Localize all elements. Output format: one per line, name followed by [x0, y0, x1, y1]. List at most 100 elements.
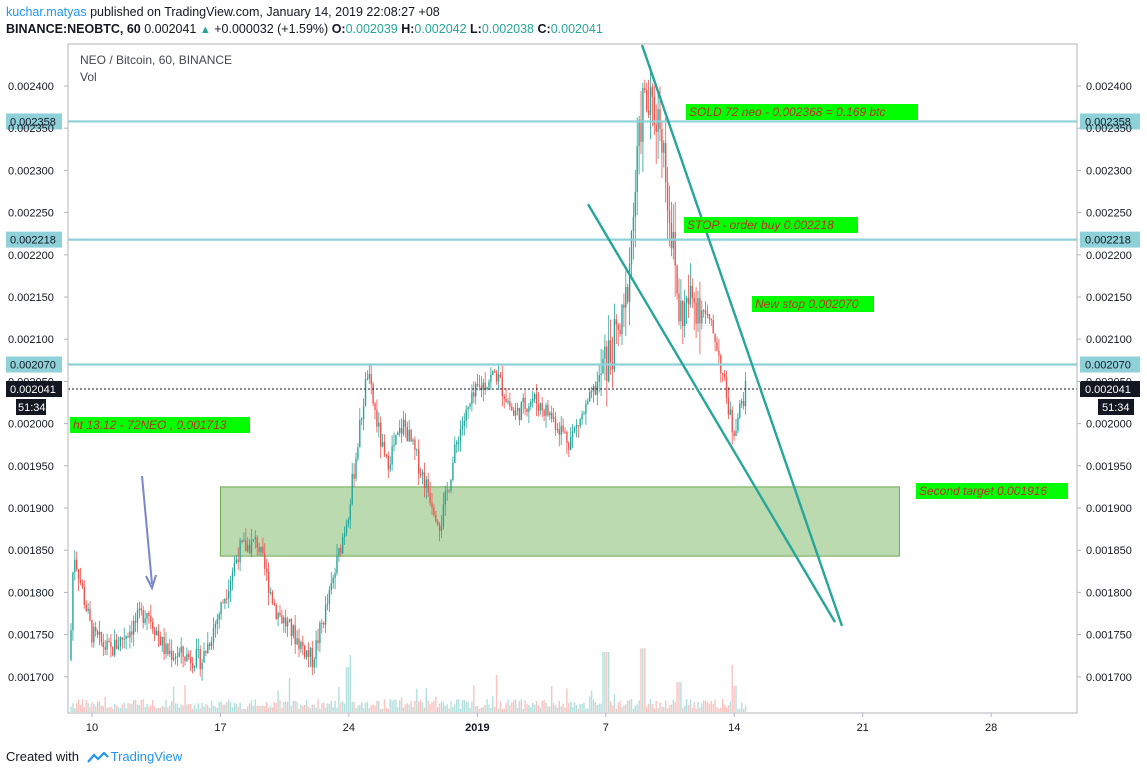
annotation-text: SOLD 72 neo - 0,002368 = 0,169 btc — [689, 105, 885, 119]
candle-body — [526, 408, 528, 413]
volume-bar — [248, 703, 251, 712]
candle-body — [102, 642, 104, 648]
volume-bar — [91, 702, 93, 712]
annotation-arrow[interactable] — [141, 475, 153, 585]
volume-bar — [619, 700, 621, 712]
volume-bar — [336, 707, 338, 712]
volume-bar — [630, 699, 633, 712]
y-tick-label-left: 0.002400 — [8, 81, 54, 93]
volume-bar — [649, 699, 652, 712]
candle-body — [467, 406, 469, 410]
candle-body — [410, 429, 412, 442]
volume-bar — [383, 699, 386, 712]
candle-body — [133, 621, 135, 635]
volume-bar — [511, 702, 513, 712]
annotation-box[interactable] — [684, 217, 858, 233]
target-zone-rect[interactable] — [219, 486, 900, 557]
volume-bar — [218, 702, 220, 712]
candle-body — [701, 310, 703, 324]
y-tick-label-right: 0.002200 — [1086, 250, 1132, 262]
volume-bar — [480, 707, 483, 712]
candle-body — [545, 405, 547, 416]
candle-body — [461, 426, 464, 429]
candle-body — [731, 409, 733, 433]
volume-bar — [499, 701, 502, 712]
candle-body — [319, 622, 321, 644]
candle-body — [492, 371, 494, 375]
candle-body — [104, 647, 106, 650]
volume-bar — [718, 708, 720, 712]
volume-bar — [368, 708, 370, 712]
volume-bar — [199, 708, 201, 712]
candle-body — [438, 524, 441, 531]
volume-bar — [501, 708, 503, 712]
candle-body — [505, 398, 507, 403]
trend-line[interactable] — [586, 203, 837, 623]
candle-body — [611, 361, 614, 370]
candle-body — [718, 350, 720, 356]
volume-bar — [431, 701, 433, 712]
candle-body — [277, 612, 279, 619]
candle-body — [471, 392, 473, 404]
volume-bar — [414, 700, 416, 712]
volume-bar — [214, 706, 217, 712]
volume-bar — [311, 704, 313, 712]
candle-body — [590, 391, 593, 393]
candle-body — [452, 462, 454, 481]
volume-bar — [203, 706, 205, 712]
volume-bar — [554, 705, 557, 712]
volume-bar — [286, 701, 289, 712]
candle-body — [737, 417, 739, 431]
volume-bar — [399, 700, 401, 712]
candle-body — [79, 579, 82, 583]
volume-bar — [370, 705, 372, 712]
candle-body — [281, 615, 283, 624]
candle-body — [89, 608, 91, 621]
candle-body — [326, 603, 329, 606]
candle-body — [687, 297, 690, 305]
tradingview-link[interactable]: TradingView — [110, 749, 183, 764]
current-price-label-right: 0.002041 — [1085, 384, 1131, 396]
open-value: 0.002039 — [345, 22, 398, 36]
volume-bar — [488, 704, 490, 712]
candle-body — [596, 382, 598, 395]
annotation-box[interactable] — [686, 104, 918, 120]
candle-body — [454, 444, 456, 463]
candle-body — [689, 285, 692, 305]
candle-body — [247, 544, 249, 552]
volume-bar — [110, 706, 112, 712]
volume-bar — [617, 702, 619, 712]
candle-body — [210, 641, 213, 647]
candle-body — [473, 392, 475, 397]
x-tick-label: 21 — [857, 722, 869, 734]
candle-body — [370, 374, 372, 385]
candle-body — [463, 420, 465, 427]
volume-bar — [558, 700, 560, 712]
volume-bar — [659, 702, 661, 712]
candle-body — [239, 540, 241, 563]
candle-body — [476, 383, 479, 386]
volume-bar — [611, 705, 614, 712]
trend-line[interactable] — [640, 44, 844, 627]
volume-bar — [627, 700, 629, 712]
candle-body — [150, 615, 152, 622]
candle-body — [231, 572, 234, 581]
annotation-box[interactable] — [70, 417, 250, 433]
candle-body — [209, 643, 211, 647]
candle-body — [190, 657, 192, 664]
candle-body — [634, 191, 636, 217]
annotation-box[interactable] — [916, 483, 1068, 499]
annotation-box[interactable] — [752, 296, 874, 312]
author-link[interactable]: kuchar.matyas — [6, 5, 87, 19]
candle-body — [250, 540, 253, 554]
volume-bar — [459, 708, 462, 712]
volume-bar — [699, 707, 701, 712]
x-tick-label: 10 — [86, 722, 98, 734]
candle-body — [488, 381, 490, 388]
candle-body — [642, 88, 644, 143]
candle-body — [359, 419, 361, 448]
volume-bar — [323, 702, 325, 712]
volume-bar — [125, 708, 127, 712]
candle-body — [131, 631, 133, 635]
